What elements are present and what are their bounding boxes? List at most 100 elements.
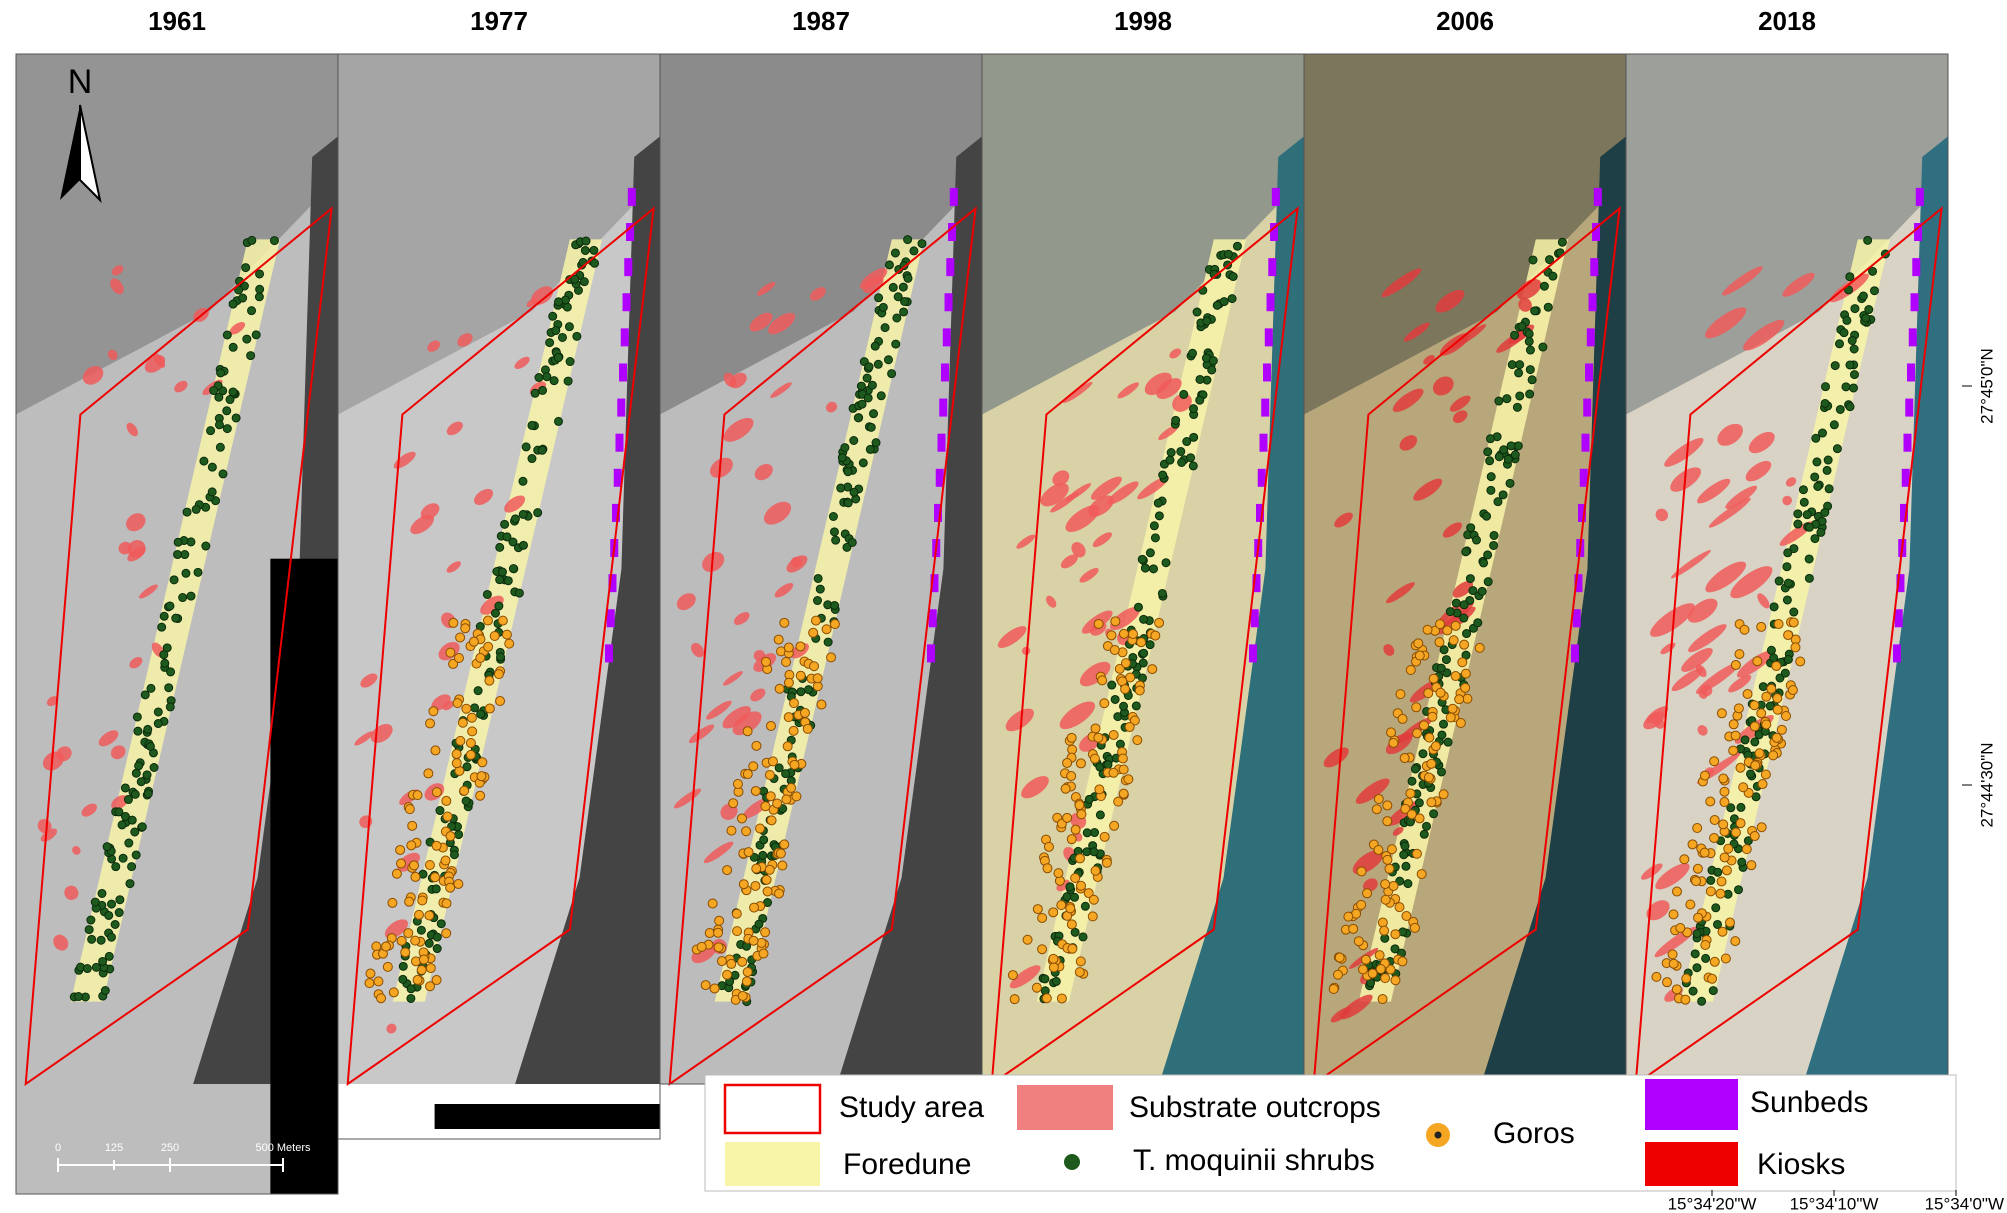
shrub — [1503, 454, 1513, 464]
goro — [1761, 719, 1772, 730]
shrub — [1824, 484, 1834, 494]
sunbed — [1270, 223, 1279, 242]
shrub — [82, 964, 92, 974]
goro — [484, 675, 495, 686]
goro — [1719, 797, 1730, 808]
shrub — [830, 601, 840, 611]
shrub — [1489, 530, 1499, 540]
shrub — [1706, 875, 1716, 885]
goro — [406, 840, 417, 851]
shrub — [133, 726, 143, 736]
shrub — [1863, 235, 1873, 245]
substrate-outcrop — [82, 365, 104, 385]
substrate-outcrop — [1334, 512, 1353, 528]
goro — [1416, 869, 1427, 880]
goro — [795, 670, 806, 681]
shrub — [843, 467, 853, 477]
shrub — [476, 709, 486, 719]
shrub — [538, 385, 548, 395]
shrub — [873, 359, 883, 369]
substrate-outcrop — [1050, 492, 1079, 513]
shrub — [898, 282, 908, 292]
goro — [1680, 994, 1691, 1005]
shrub — [495, 575, 505, 585]
year-title: 2006 — [1436, 6, 1494, 36]
goro — [396, 858, 407, 869]
shrub — [1065, 882, 1075, 892]
shrub — [216, 368, 226, 378]
shrub — [1139, 648, 1149, 658]
goro — [1075, 880, 1086, 891]
no-data — [270, 558, 338, 1194]
sunbed — [1593, 187, 1602, 206]
shrub — [142, 770, 152, 780]
goro — [1373, 844, 1384, 855]
shrub — [1189, 432, 1199, 442]
scale-bar: 0 125 250 500 Meters — [55, 1142, 311, 1172]
substrate-outcrop — [174, 380, 188, 393]
goro — [1716, 708, 1727, 719]
sunbed — [1910, 293, 1919, 312]
goro — [742, 966, 753, 977]
substrate-outcrop — [825, 401, 838, 413]
goro — [1108, 729, 1119, 740]
goro — [1718, 773, 1729, 784]
shrub — [247, 235, 257, 245]
goro — [1147, 664, 1158, 675]
shrub — [431, 884, 441, 894]
shrub — [557, 332, 567, 342]
shrub — [145, 741, 155, 751]
shrub — [866, 422, 876, 432]
goro — [1422, 624, 1433, 635]
substrate-outcrop — [111, 265, 124, 276]
shrub — [123, 795, 133, 805]
shrub — [1543, 302, 1553, 312]
shrub — [1439, 645, 1449, 655]
sunbed — [1570, 644, 1579, 663]
goro — [732, 779, 743, 790]
sunbed — [1896, 574, 1905, 593]
goro — [1651, 971, 1662, 982]
goro — [1332, 969, 1343, 980]
shrub — [1165, 455, 1175, 465]
sunbed — [926, 644, 935, 663]
goro — [1388, 737, 1399, 748]
shrub — [1810, 534, 1820, 544]
shrub — [502, 532, 512, 542]
goro — [1427, 711, 1438, 722]
goro — [1377, 917, 1388, 928]
shrub — [114, 807, 124, 817]
shrub — [878, 302, 888, 312]
shrub — [1149, 564, 1159, 574]
goro — [1032, 904, 1043, 915]
shrub — [134, 761, 144, 771]
substrate-outcrop — [1664, 437, 1704, 467]
goro — [382, 961, 393, 972]
goro — [396, 935, 407, 946]
goro — [1756, 708, 1767, 719]
shrub — [84, 925, 94, 935]
substrate-outcrop — [1704, 307, 1747, 339]
latitude-label: 27°45'0"N — [1977, 348, 1996, 424]
goro — [1728, 719, 1739, 730]
goro — [1426, 797, 1437, 808]
goro — [1120, 658, 1131, 669]
shrub — [570, 274, 580, 284]
goro — [1409, 922, 1420, 933]
goro — [1380, 894, 1391, 905]
goro — [786, 782, 797, 793]
shrub — [1436, 767, 1446, 777]
shrub — [865, 444, 875, 454]
goro — [764, 864, 775, 875]
longitude-label: 15°34'10"W — [1790, 1194, 1879, 1213]
goro — [1048, 953, 1059, 964]
year-title: 2018 — [1758, 6, 1816, 36]
substrate-outcrop — [709, 457, 733, 478]
legend-label: Substrate outcrops — [1129, 1091, 1381, 1124]
sunbed — [941, 363, 950, 382]
shrub — [1107, 680, 1117, 690]
shrub — [890, 248, 900, 258]
substrate-outcrop — [786, 555, 808, 573]
goro — [779, 839, 790, 850]
